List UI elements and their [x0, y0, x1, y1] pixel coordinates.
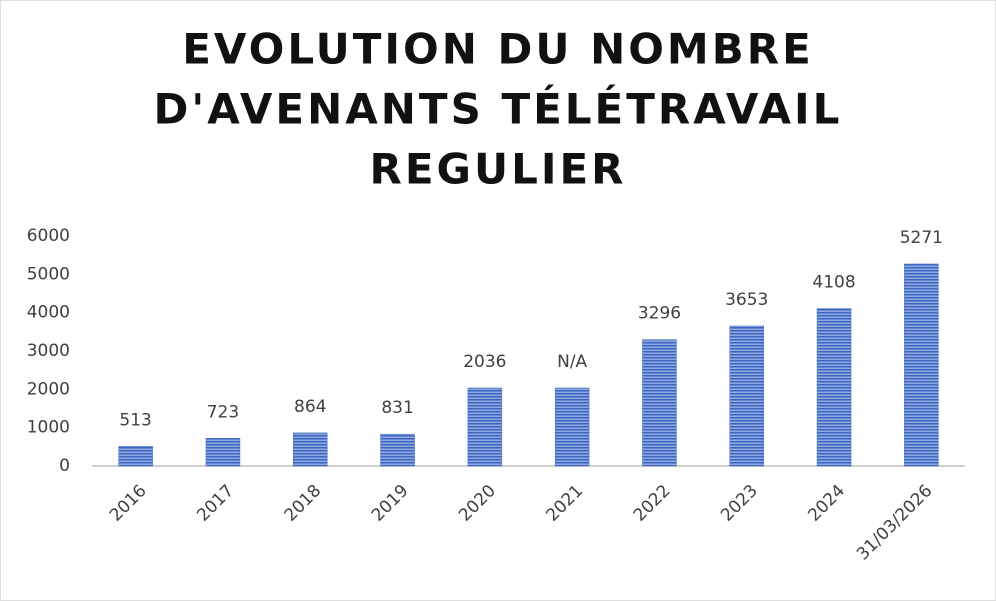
data-label: 2036: [463, 352, 506, 372]
bar: [904, 263, 939, 467]
data-label: 5271: [900, 228, 943, 248]
bar: [293, 432, 328, 467]
data-label: 864: [294, 397, 326, 417]
data-label: 3296: [638, 304, 681, 324]
y-tick-label: 2000: [27, 379, 70, 399]
bar: [467, 387, 503, 467]
bar: [380, 433, 415, 467]
chart-title: D'AVENANTS TÉLÉTRAVAIL: [154, 84, 843, 134]
chart-title: EVOLUTION DU NOMBRE: [182, 25, 814, 74]
y-tick-label: 4000: [27, 303, 70, 323]
bar: [642, 339, 677, 467]
y-tick-label: 1000: [27, 418, 70, 438]
y-tick-label: 6000: [27, 226, 70, 246]
bar: [816, 308, 852, 467]
data-label: 831: [381, 398, 413, 418]
data-label: N/A: [557, 352, 587, 372]
data-label: 3653: [725, 290, 768, 310]
data-label: 4108: [812, 273, 855, 293]
bar: [554, 387, 590, 467]
bar: [729, 325, 764, 467]
chart-title: REGULIER: [369, 145, 626, 194]
bar: [118, 446, 153, 467]
data-label: 513: [119, 410, 151, 430]
y-tick-label: 3000: [27, 341, 70, 361]
y-tick-label: 0: [59, 456, 70, 476]
bar: [205, 438, 241, 467]
y-tick-label: 5000: [27, 264, 70, 284]
data-label: 723: [207, 402, 239, 422]
